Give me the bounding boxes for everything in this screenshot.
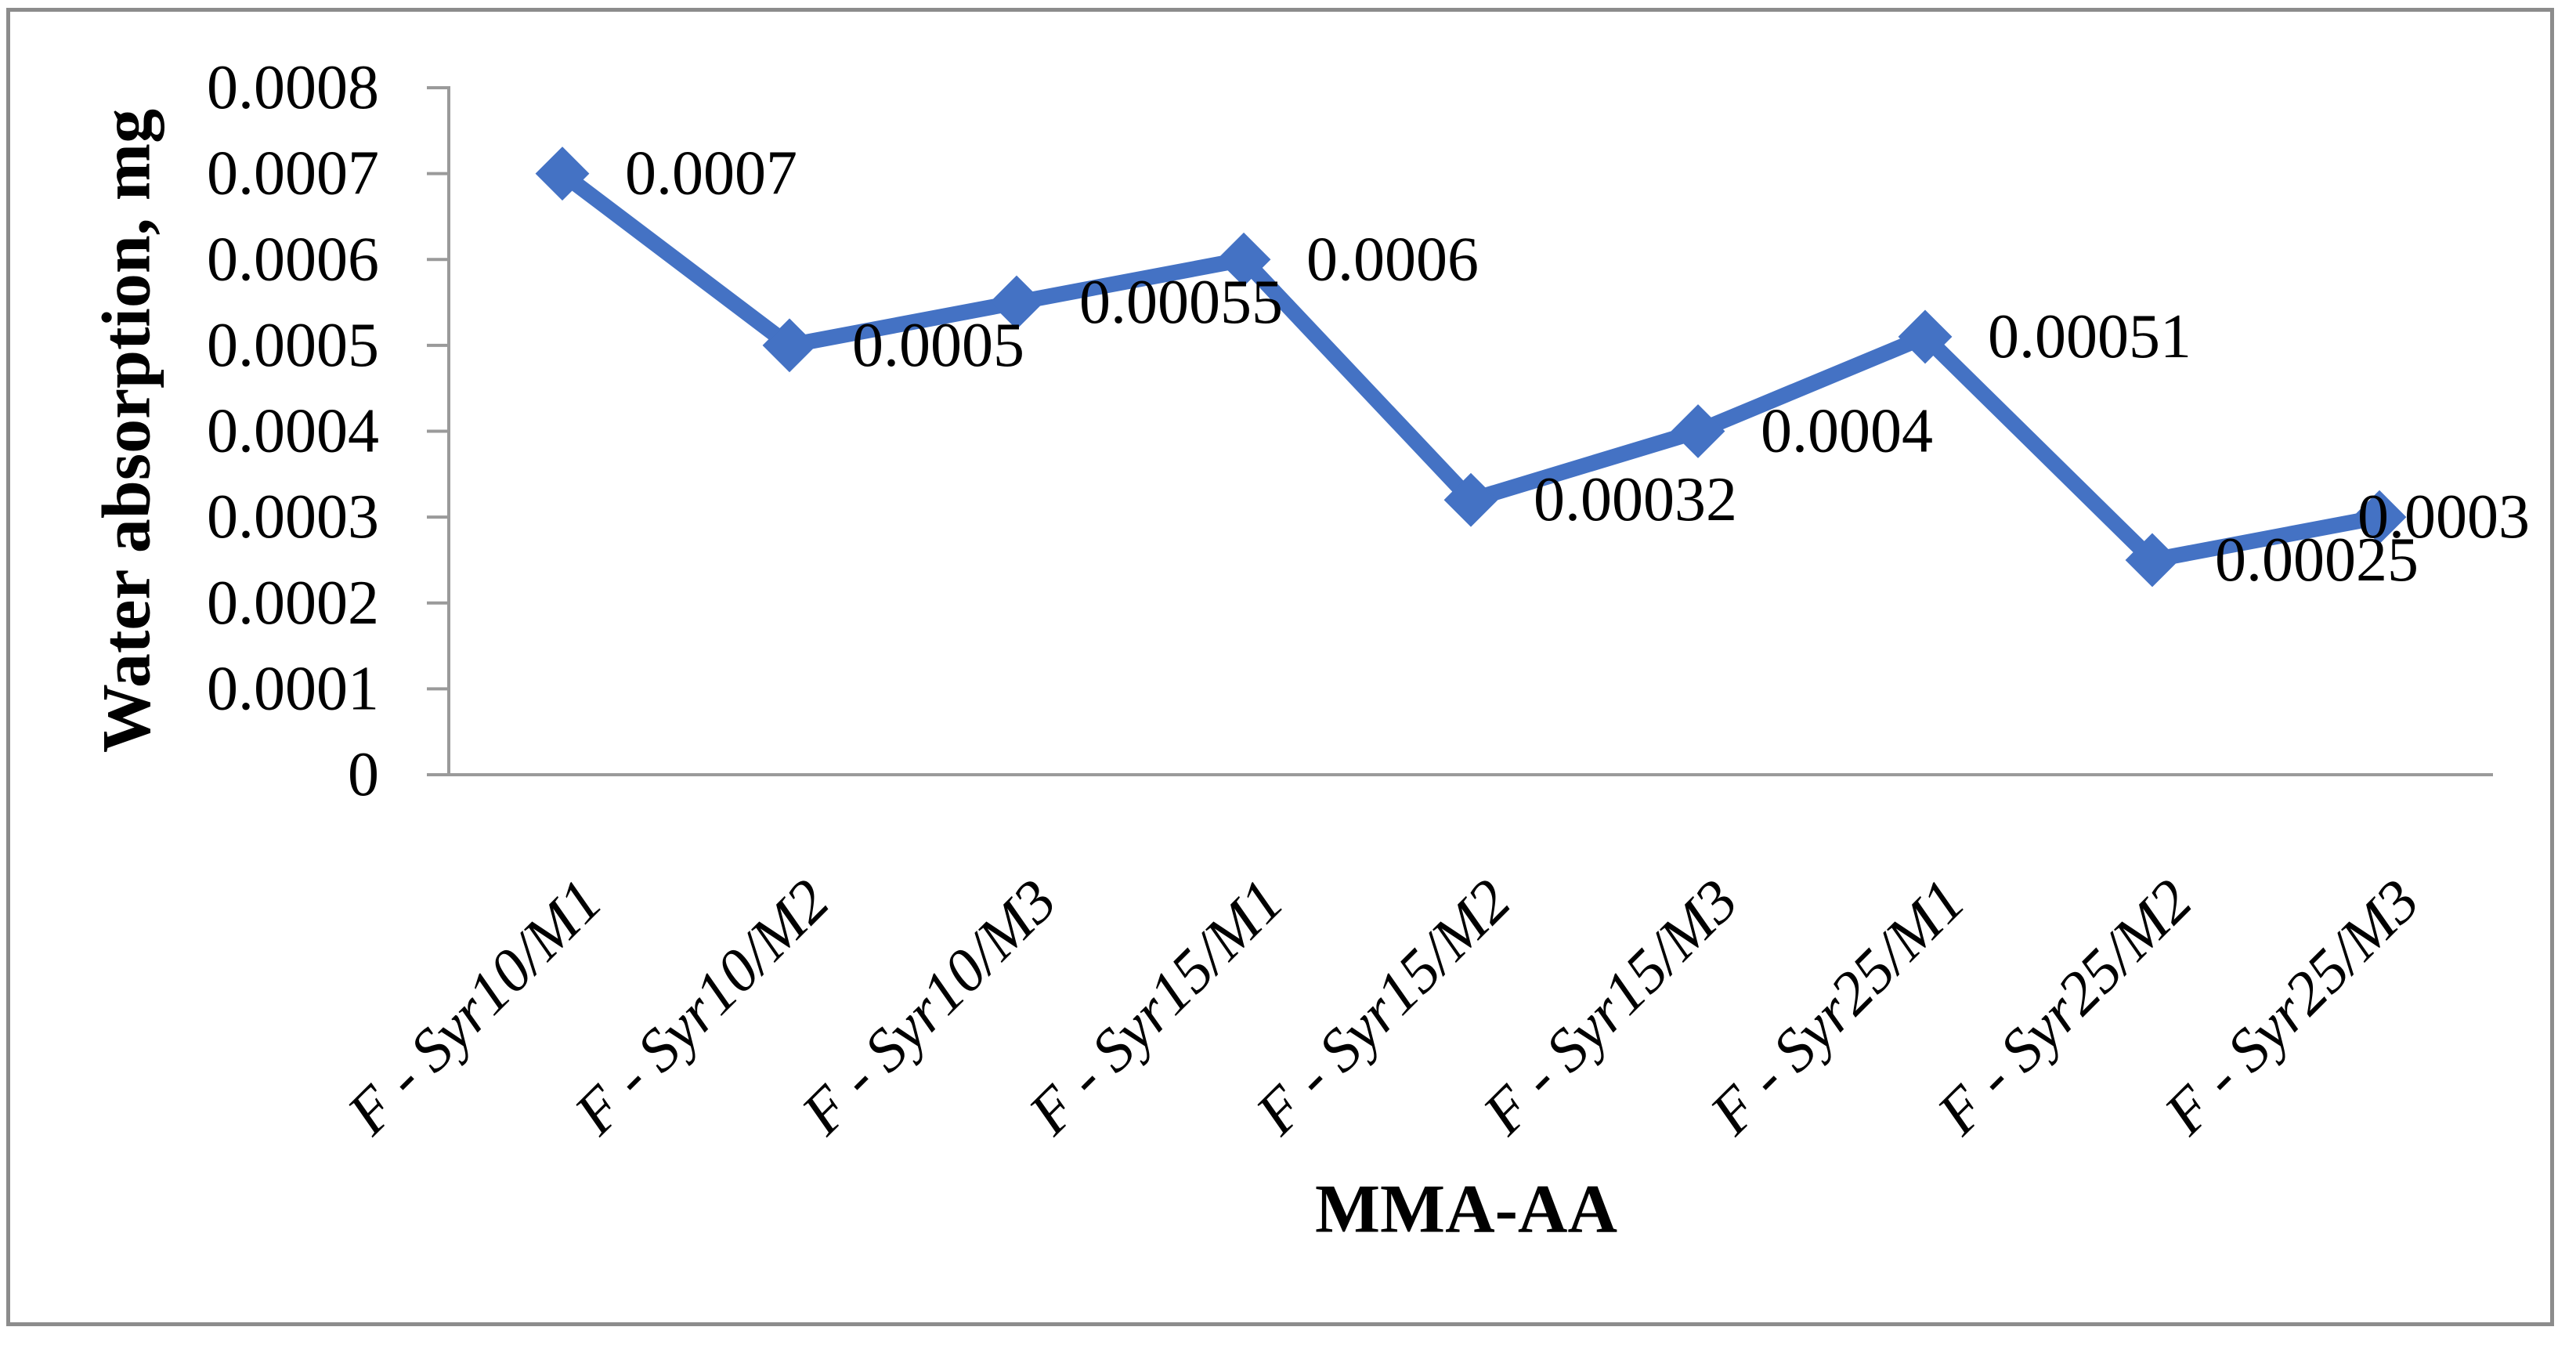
data-point-marker — [1216, 232, 1271, 287]
x-axis-title: MMA-AA — [1314, 1171, 1618, 1248]
y-tick-label: 0.0001 — [207, 654, 379, 723]
y-tick-label: 0.0002 — [207, 569, 379, 638]
y-tick-label: 0.0007 — [207, 139, 379, 208]
data-point-marker — [989, 275, 1044, 330]
data-point-marker — [1443, 472, 1498, 527]
data-point-label: 0.00055 — [1079, 268, 1283, 337]
data-point-marker — [1671, 404, 1725, 458]
y-tick-label: 0.0005 — [207, 311, 379, 380]
data-point-label: 0.00025 — [2215, 526, 2419, 595]
data-point-marker — [2125, 533, 2180, 588]
y-tick-label: 0.0004 — [207, 397, 379, 466]
data-point-label: 0.0006 — [1306, 225, 1479, 294]
data-point-label: 0.00032 — [1534, 465, 1737, 534]
data-point-marker — [535, 146, 590, 201]
data-point-label: 0.0003 — [2357, 483, 2530, 551]
y-tick-label: 0.0003 — [207, 483, 379, 551]
y-axis-title: Water absorption, mg — [89, 108, 165, 754]
data-point-label: 0.0007 — [625, 139, 797, 208]
data-point-label: 0.00051 — [1988, 302, 2191, 371]
y-tick-label: 0.0008 — [207, 53, 379, 122]
data-point-marker — [2352, 490, 2407, 544]
data-point-label: 0.0004 — [1761, 397, 1933, 466]
data-point-marker — [762, 318, 817, 373]
data-point-marker — [1898, 309, 1953, 364]
y-tick-label: 0 — [348, 740, 379, 809]
y-tick-label: 0.0006 — [207, 225, 379, 294]
chart-frame — [6, 8, 2554, 1326]
data-point-label: 0.0005 — [852, 311, 1024, 380]
